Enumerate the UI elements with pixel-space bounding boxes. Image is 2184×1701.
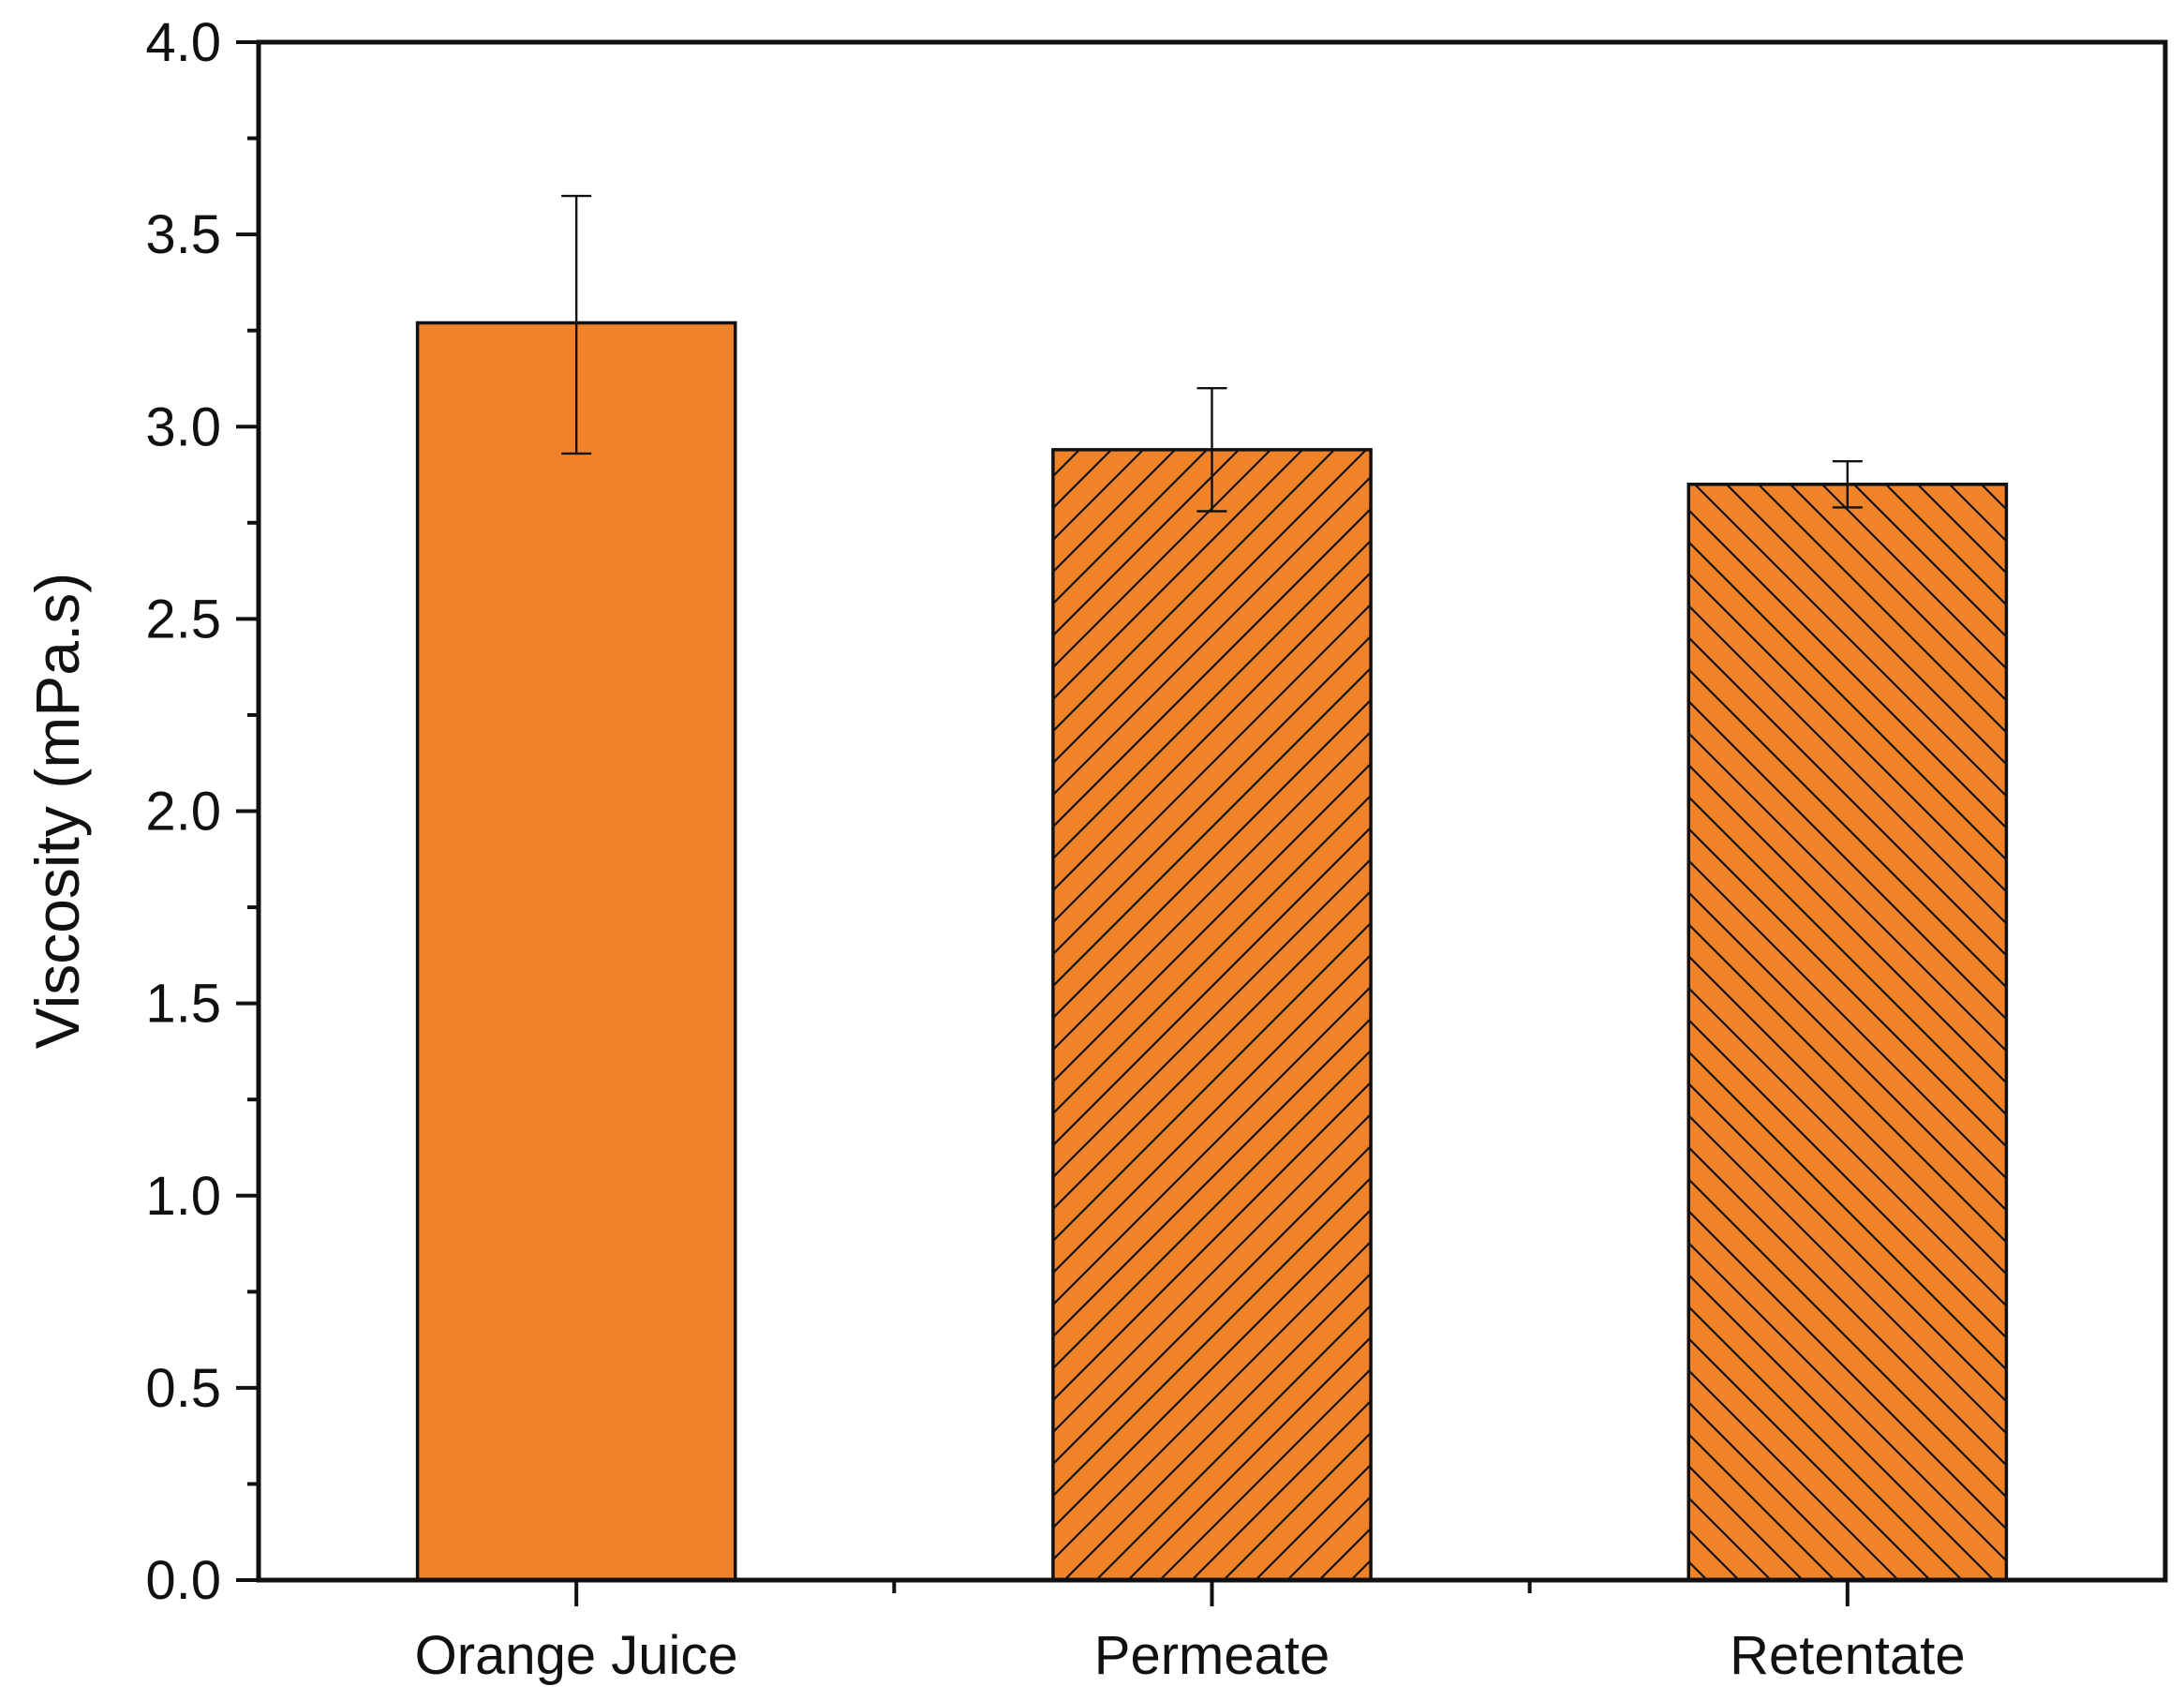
y-tick-label: 1.5 <box>145 974 221 1035</box>
bar-hatch-retentate <box>1688 484 2007 1580</box>
x-tick-label: Retentate <box>1730 1625 1966 1686</box>
y-axis-title: Viscosity (mPa.s) <box>22 573 92 1050</box>
bars-layer <box>415 321 2009 1582</box>
y-axis: 0.0 0.5 1.0 1.5 2.0 2.5 3.0 3.5 4.0 <box>145 12 259 1611</box>
x-tick-label: Permeate <box>1094 1625 1330 1686</box>
error-bars-layer <box>561 194 1863 513</box>
bar-orange-juice <box>417 322 735 1580</box>
y-tick-label: 1.0 <box>145 1166 221 1227</box>
y-tick-label: 2.0 <box>145 782 221 843</box>
x-tick-label: Orange Juice <box>415 1625 738 1686</box>
y-tick-label: 3.5 <box>145 204 221 265</box>
y-tick-label: 0.0 <box>145 1550 221 1611</box>
y-tick-label: 4.0 <box>145 12 221 73</box>
y-tick-label: 2.5 <box>145 589 221 649</box>
x-axis: Orange Juice Permeate Retentate <box>415 1580 1966 1686</box>
y-tick-label: 0.5 <box>145 1358 221 1419</box>
y-tick-label: 3.0 <box>145 396 221 457</box>
bar-hatch-permeate <box>1052 449 1372 1580</box>
